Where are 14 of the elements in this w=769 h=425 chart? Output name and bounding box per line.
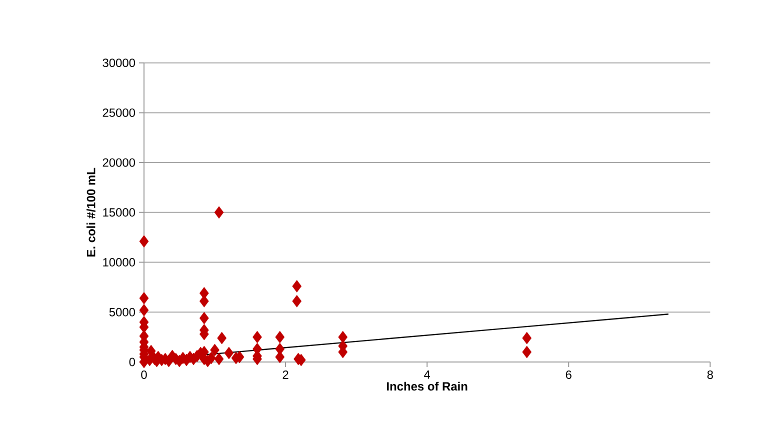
y-tick-label: 15000 [103,208,136,217]
y-axis-title: E. coli #/100 mL [86,168,96,256]
y-tick-label: 20000 [102,158,136,167]
y-tick-label: 25000 [102,108,136,117]
x-tick-label: 8 [707,370,713,379]
x-tick-label: 0 [141,370,147,379]
x-tick-label: 2 [282,370,288,379]
x-tick-label: 4 [424,370,430,379]
x-axis-title: Inches of Rain [387,382,468,391]
y-tick-label: 0 [129,358,136,366]
y-tick-label: 30000 [102,58,136,68]
y-tick-label: 5000 [109,308,136,316]
x-tick-label: 6 [566,370,572,379]
y-tick-label: 10000 [103,258,136,266]
